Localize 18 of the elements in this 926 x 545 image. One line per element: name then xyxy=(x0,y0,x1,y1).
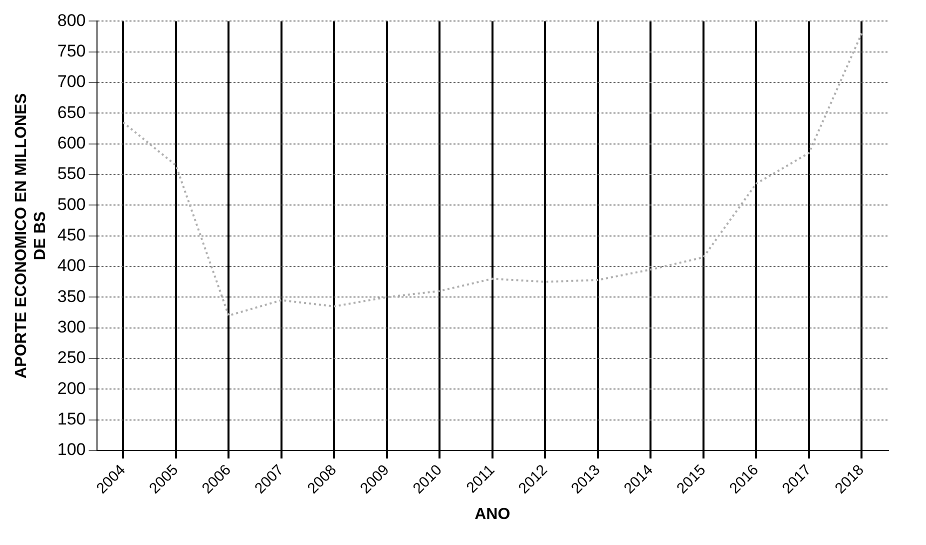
y-tick-label: 200 xyxy=(57,378,86,398)
y-tick-label: 750 xyxy=(57,42,86,61)
y-tick-label: 500 xyxy=(57,194,86,214)
y-tick-label: 100 xyxy=(57,440,86,460)
y-tick-label: 600 xyxy=(57,134,86,153)
y-tick-label: 450 xyxy=(57,226,86,245)
y-tick-label: 300 xyxy=(57,318,86,337)
y-tick-label: 250 xyxy=(57,348,86,368)
y-tick-label: 550 xyxy=(57,164,86,184)
y-tick-label: 350 xyxy=(57,286,86,306)
y-tick-label: 800 xyxy=(57,10,86,30)
y-tick-label: 400 xyxy=(57,256,86,276)
y-tick-label: 150 xyxy=(57,410,86,428)
y-tick-label: 700 xyxy=(57,72,86,92)
y-axis-title: APORTE ECONOMICO EN MILLONES DE BS xyxy=(13,92,50,379)
x-axis-title: ANO xyxy=(474,506,510,523)
line-series xyxy=(122,32,863,317)
y-tick-label: 650 xyxy=(57,102,86,122)
